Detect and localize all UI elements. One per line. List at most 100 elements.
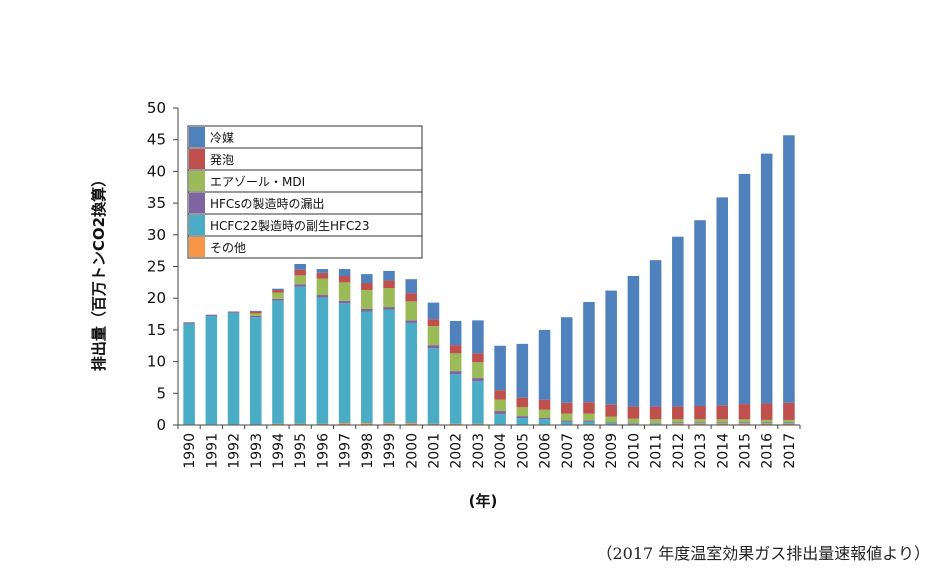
x-tick-label: 1995 xyxy=(293,433,309,469)
bar-segment xyxy=(738,173,751,405)
bar-segment xyxy=(783,423,795,424)
bar-segment xyxy=(738,422,751,424)
bar-segment xyxy=(316,269,329,273)
bar-segment xyxy=(649,406,662,420)
bar-segment xyxy=(538,329,551,400)
bar-segment xyxy=(760,403,773,420)
bar-segment xyxy=(338,276,351,283)
bar-segment xyxy=(538,409,551,419)
x-tick-label: 1993 xyxy=(249,433,265,469)
y-tick-label: 30 xyxy=(147,226,166,244)
bar-segment xyxy=(716,419,729,423)
bar-segment xyxy=(383,307,395,310)
bar-segment xyxy=(516,418,529,425)
legend-label: エアゾール・MDI xyxy=(210,175,305,189)
legend-swatch xyxy=(189,171,205,191)
bar-segment xyxy=(605,404,617,417)
bar-segment xyxy=(738,404,751,420)
bar-segment xyxy=(672,423,684,425)
bar-segment xyxy=(716,423,729,425)
bar-segment xyxy=(694,405,706,420)
x-tick-label: 2011 xyxy=(649,433,665,469)
bar-segment xyxy=(583,421,595,425)
bar-segment xyxy=(183,322,195,324)
legend-swatch xyxy=(189,127,205,147)
bar-segment xyxy=(361,282,373,290)
x-tick-label: 2009 xyxy=(604,433,620,469)
bar-segment xyxy=(449,423,462,425)
bar-segment xyxy=(694,423,706,424)
bar-segment xyxy=(294,263,306,270)
bar-segment xyxy=(316,278,329,296)
x-tick-label: 1998 xyxy=(360,433,376,469)
x-tick-label: 2016 xyxy=(760,433,776,469)
bar-segment xyxy=(361,274,373,283)
bar-segment xyxy=(361,423,373,425)
bar-segment xyxy=(494,411,506,415)
bar-segment xyxy=(627,423,640,424)
bar-segment xyxy=(272,288,284,290)
bar-segment xyxy=(427,348,440,424)
x-tick-label: 2001 xyxy=(426,433,442,469)
legend-swatch xyxy=(189,237,205,257)
bar-segment xyxy=(272,289,284,293)
legend-swatch xyxy=(189,215,205,235)
x-tick-label: 2000 xyxy=(404,433,420,469)
bar-segment xyxy=(694,220,706,406)
bar-segment xyxy=(494,345,506,391)
bar-segment xyxy=(672,236,684,407)
bar-segment xyxy=(294,286,306,424)
bar-segment xyxy=(716,422,729,424)
bar-segment xyxy=(627,406,640,419)
bar-segment xyxy=(427,319,440,327)
bar-segment xyxy=(316,272,329,279)
legend-label: その他 xyxy=(210,241,246,255)
x-tick-label: 2002 xyxy=(449,433,465,469)
bar-segment xyxy=(316,297,329,424)
y-axis-title: 排出量（百万トンCO2換算） xyxy=(90,172,108,371)
bar-segment xyxy=(716,405,729,420)
y-tick-label: 45 xyxy=(147,131,166,149)
bar-segment xyxy=(783,423,795,425)
bar-segment xyxy=(272,298,284,301)
bar-segment xyxy=(760,423,773,425)
x-tick-label: 2012 xyxy=(671,433,687,469)
bar-segment xyxy=(449,353,462,372)
bar-segment xyxy=(316,423,329,425)
bar-segment xyxy=(516,343,529,398)
bar-segment xyxy=(560,421,573,425)
x-tick-label: 2007 xyxy=(560,433,576,469)
bar-segment xyxy=(294,275,306,285)
bar-segment xyxy=(738,423,751,425)
axes: 0 5 10 15 20 25 30 35 40 45 50 1990 1991 1992 1993 1994… xyxy=(147,99,801,469)
bar-segment xyxy=(405,322,418,424)
bar-segment xyxy=(672,423,684,424)
bar-segment xyxy=(605,416,617,423)
bar-segment xyxy=(272,423,284,425)
legend-label: HCFC22製造時の副生HFC23 xyxy=(210,219,370,233)
bar-segment xyxy=(538,399,551,410)
legend-swatch xyxy=(189,149,205,169)
bar-segment xyxy=(783,422,795,424)
bar-segment xyxy=(383,288,395,308)
bar-segment xyxy=(249,310,262,312)
source-note: （2017 年度温室効果ガス排出量速報値より） xyxy=(596,544,931,563)
bar-segment xyxy=(316,295,329,298)
bar-segment xyxy=(472,423,484,425)
bar-segment xyxy=(649,260,662,407)
bar-segment xyxy=(605,423,617,425)
bar-segment xyxy=(272,292,284,299)
x-tick-label: 2017 xyxy=(782,433,798,469)
bar-segment xyxy=(472,362,484,379)
bar-segment xyxy=(338,423,351,425)
bar-segment xyxy=(249,311,262,314)
bar-segment xyxy=(383,423,395,425)
bar-segment xyxy=(405,423,418,425)
bar-segment xyxy=(583,413,595,421)
bar-segment xyxy=(627,423,640,425)
legend-label: HFCsの製造時の漏出 xyxy=(210,197,325,211)
bar-segment xyxy=(338,269,351,277)
bar-segment xyxy=(760,422,773,424)
bar-segment xyxy=(560,402,573,414)
